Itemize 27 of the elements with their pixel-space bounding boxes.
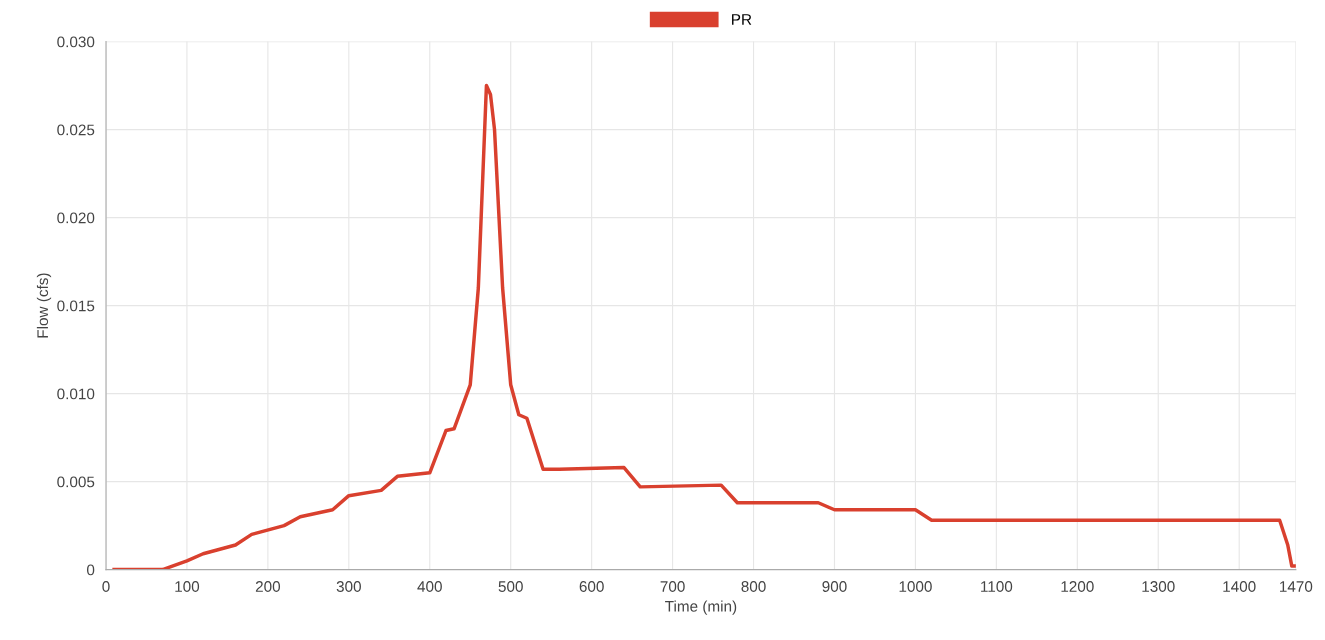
- x-tick-label: 1300: [1142, 581, 1175, 592]
- y-tick-label: 0.010: [57, 388, 95, 400]
- x-tick-label: 500: [498, 581, 523, 592]
- y-tick-label: 0.025: [57, 124, 95, 136]
- x-tick-label: 600: [579, 581, 604, 592]
- y-tick-label: 0: [86, 564, 95, 576]
- x-tick-label: 1000: [899, 581, 932, 592]
- x-tick-label: 1470: [1280, 581, 1313, 592]
- x-tick-label: 900: [822, 581, 847, 592]
- x-tick-label: 1400: [1223, 581, 1256, 592]
- y-tick-label: 0.015: [57, 300, 95, 312]
- x-axis-title: Time (min): [665, 600, 737, 615]
- y-tick-label: 0.005: [57, 476, 95, 488]
- x-tick-label: 400: [417, 581, 442, 592]
- x-tick-label: 0: [102, 581, 110, 592]
- x-tick-label: 100: [175, 581, 200, 592]
- x-tick-label: 800: [741, 581, 766, 592]
- y-tick-label: 0.020: [57, 212, 95, 224]
- x-tick-label: 200: [255, 581, 281, 592]
- x-tick-label: 1100: [981, 581, 1013, 592]
- y-axis-title: Flow (cfs): [36, 273, 52, 338]
- line-series: [112, 83, 1296, 570]
- x-tick-label: 700: [660, 581, 685, 592]
- x-tick-label: 300: [336, 581, 361, 592]
- y-tick-label: 0.030: [57, 36, 95, 48]
- legend-label: PR: [732, 14, 752, 25]
- x-tick-label: 1200: [1061, 581, 1094, 592]
